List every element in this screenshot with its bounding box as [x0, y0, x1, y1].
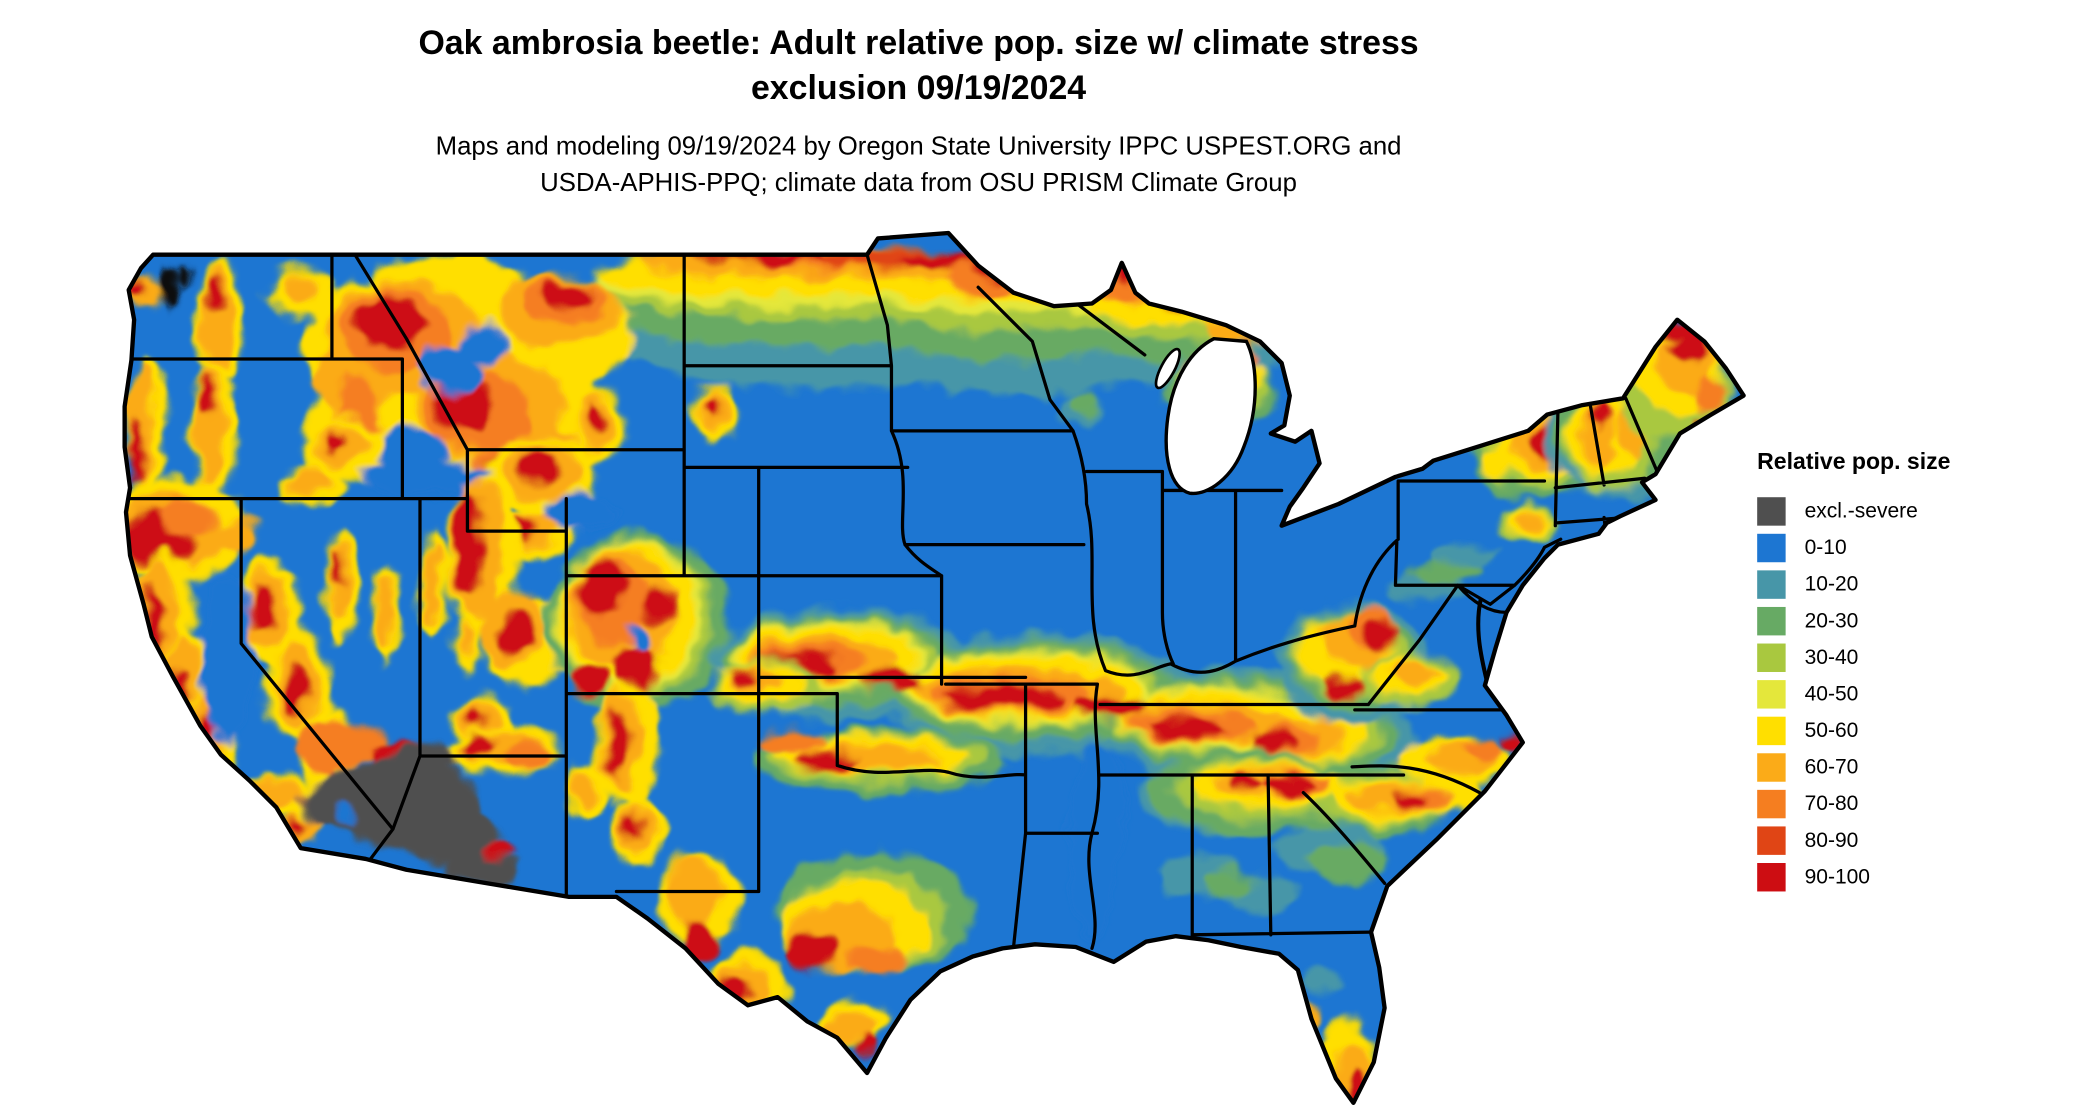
legend-title: Relative pop. size [1757, 448, 1951, 475]
legend-swatch [1757, 826, 1786, 855]
legend-swatch [1757, 863, 1786, 892]
subtitle: Maps and modeling 09/19/2024 by Oregon S… [0, 129, 1837, 202]
legend-swatch [1757, 497, 1786, 526]
legend-item: 20-30 [1757, 603, 1950, 640]
subtitle-line2: USDA-APHIS-PPQ; climate data from OSU PR… [540, 169, 1297, 198]
legend-swatch [1757, 680, 1786, 709]
legend-item: 80-90 [1757, 822, 1950, 859]
legend-swatch [1757, 570, 1786, 599]
legend-item: 10-20 [1757, 566, 1950, 603]
legend-label: 40-50 [1804, 682, 1859, 706]
legend-label: excl.-severe [1804, 499, 1918, 523]
legend-swatch [1757, 789, 1786, 819]
header: Oak ambrosia beetle: Adult relative pop.… [0, 22, 1837, 202]
page-title: Oak ambrosia beetle: Adult relative pop.… [418, 24, 1419, 63]
legend-item: 0-10 [1757, 530, 1950, 567]
green-bay [1154, 347, 1181, 390]
legend-label: 30-40 [1804, 645, 1859, 669]
state-borders [125, 253, 1660, 950]
legend-item: 50-60 [1757, 713, 1950, 750]
legend-swatch [1757, 606, 1786, 636]
legend-swatch [1757, 716, 1786, 746]
lake-michigan [1164, 336, 1257, 496]
legend-swatch [1757, 643, 1786, 672]
legend-label: 20-30 [1804, 608, 1859, 633]
legend: Relative pop. size excl.-severe 0-10 10-… [1757, 448, 1950, 895]
legend-label: 60-70 [1804, 755, 1859, 779]
legend-item: 60-70 [1757, 749, 1950, 786]
legend-item: 90-100 [1757, 859, 1950, 896]
subtitle-line1: Maps and modeling 09/19/2024 by Oregon S… [435, 132, 1402, 162]
legend-label: 50-60 [1804, 718, 1859, 742]
legend-label: 80-90 [1804, 828, 1859, 852]
legend-swatch [1757, 533, 1786, 563]
page-title-line2: exclusion 09/19/2024 [750, 69, 1087, 108]
legend-label: 70-80 [1804, 791, 1859, 815]
legend-item: 70-80 [1757, 786, 1950, 823]
legend-label: 0-10 [1804, 535, 1847, 559]
legend-item: excl.-severe [1757, 493, 1950, 530]
legend-swatch [1757, 753, 1786, 782]
legend-label: 10-20 [1804, 572, 1859, 596]
legend-item: 40-50 [1757, 676, 1950, 713]
legend-item: 30-40 [1757, 639, 1950, 676]
legend-label: 90-100 [1804, 865, 1870, 889]
